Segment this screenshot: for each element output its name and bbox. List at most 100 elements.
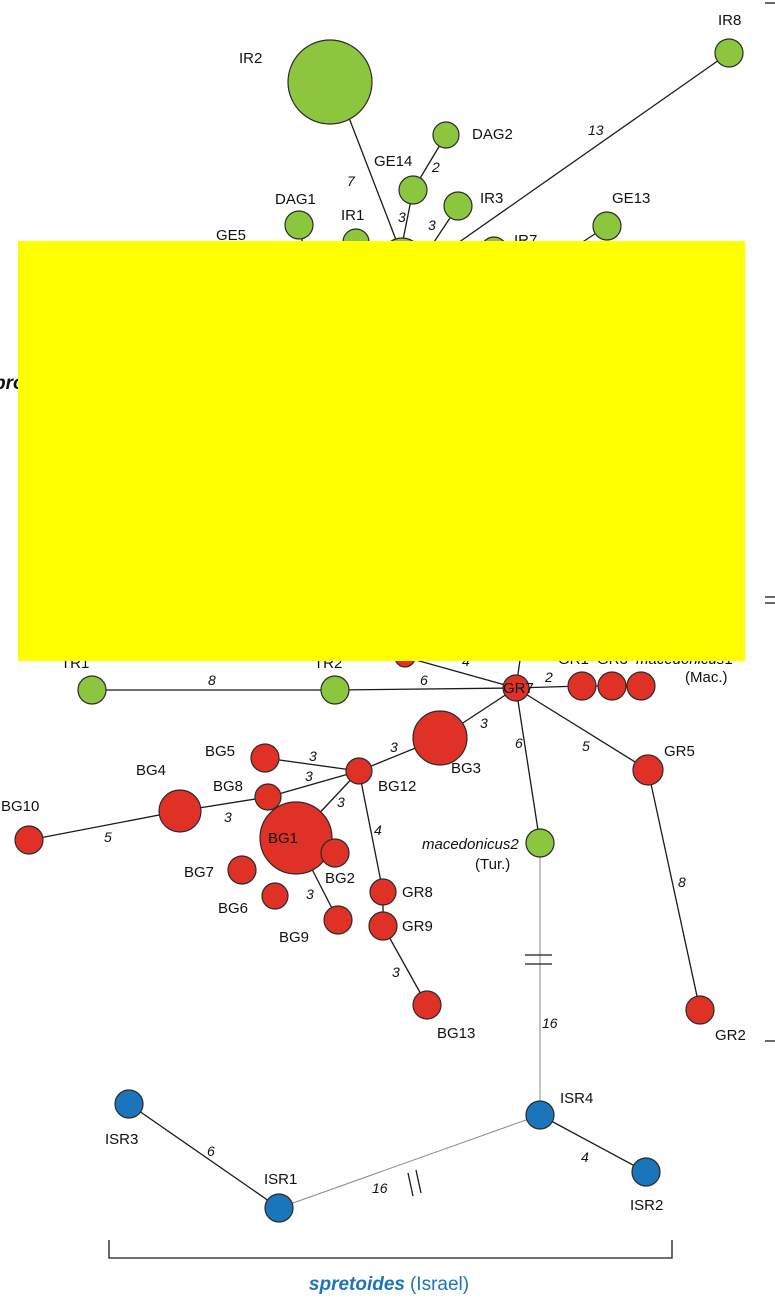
edge-bg12-bg8 (267, 770, 360, 798)
label-isr2: ISR2 (630, 1197, 663, 1214)
node-bg12 (345, 757, 373, 785)
label-macedonicus1-location: (Mac.) (685, 669, 728, 686)
edge-label-gr7-mac2: 6 (515, 735, 523, 751)
label-bg7: BG7 (184, 864, 214, 881)
spretoides-edges (128, 1103, 647, 1209)
break-mark-d (415, 1169, 422, 1194)
node-macedonicus2 (525, 828, 555, 858)
node-gr5 (632, 754, 664, 786)
label-gr8: GR8 (402, 884, 433, 901)
edge-label-gr7-gr5: 5 (582, 738, 590, 754)
edge-label-bg12-bg8: 3 (305, 768, 313, 784)
edge-label-isr3-isr1: 6 (207, 1143, 215, 1159)
node-bg13 (412, 990, 442, 1020)
edge-label-gr7-mac1: 2 (544, 669, 553, 685)
node-gr8 (369, 878, 397, 906)
node-isr3 (114, 1089, 144, 1119)
label-gr2: GR2 (715, 1027, 746, 1044)
node-bg4 (158, 789, 202, 833)
node-gr7 (502, 674, 530, 702)
node-bg7 (227, 855, 257, 885)
node-ge13 (592, 211, 622, 241)
edge-tr2-gr7 (334, 687, 517, 691)
label-ir3: IR3 (480, 190, 503, 207)
node-gr9 (368, 911, 398, 941)
label-macedonicus2-location: (Tur.) (475, 856, 510, 873)
node-bg8 (254, 783, 282, 811)
node-macedonicus1 (626, 671, 656, 701)
edge-label-bg4-bg8: 3 (224, 809, 232, 825)
label-bg13: BG13 (437, 1025, 475, 1042)
edge-bg4-bg10 (28, 810, 181, 841)
edge-label-mac2-isr4: 16 (542, 1015, 558, 1031)
label-bg1: BG1 (268, 830, 298, 847)
edge-label-gr9-bg13: 3 (392, 964, 400, 980)
edge-label-ir8: 13 (588, 122, 604, 138)
edge-label-ir2: 7 (347, 173, 356, 189)
label-ir2: IR2 (239, 50, 262, 67)
node-bg1 (259, 801, 333, 875)
edge-label-bg12-bg1: 3 (337, 794, 345, 810)
node-isr4 (525, 1100, 555, 1130)
node-ir3 (443, 191, 473, 221)
edge-label-isr4-isr2: 4 (581, 1149, 589, 1165)
label-ge13: GE13 (612, 190, 650, 207)
edge-label-gr7-bg3: 3 (480, 715, 488, 731)
node-bg5 (250, 743, 280, 773)
edge-label-bg3-bg12: 3 (390, 739, 398, 755)
edge-label-dag2: 2 (431, 159, 440, 175)
edge-label-gr5-gr2: 8 (678, 874, 686, 890)
node-ge14 (398, 175, 428, 205)
edge-isr1-isr4 (278, 1114, 541, 1209)
edge-gr7-gr5 (515, 687, 649, 771)
spretoides-labels: ISR3 ISR1 ISR4 ISR2 6 16 4 (105, 1090, 663, 1214)
label-ir1: IR1 (341, 207, 364, 224)
label-bg3: BG3 (451, 760, 481, 777)
edge-label-isr1-isr4: 16 (372, 1180, 388, 1196)
edge-bg12-gr8 (358, 770, 384, 893)
label-macedonicus2: macedonicus2 (422, 836, 519, 853)
node-isr2 (631, 1157, 661, 1187)
label-isr4: ISR4 (560, 1090, 593, 1107)
label-dag1: DAG1 (275, 191, 316, 208)
label-bg10: BG10 (1, 798, 39, 815)
node-tr2 (320, 675, 350, 705)
edge-gr7-mac2 (515, 687, 541, 844)
label-isr1: ISR1 (264, 1171, 297, 1188)
node-gr3 (597, 671, 627, 701)
edge-gr5-gr2 (647, 769, 701, 1011)
label-gr9: GR9 (402, 918, 433, 935)
label-ir8: IR8 (718, 12, 741, 29)
species-caption: spretoides (Israel) (309, 1274, 469, 1295)
bottom-network-edges (28, 656, 701, 1115)
break-mark-c (407, 1172, 414, 1197)
label-bg5: BG5 (205, 743, 235, 760)
edge-label-ge14: 3 (398, 209, 406, 225)
label-gr5: GR5 (664, 743, 695, 760)
label-bg2: BG2 (325, 870, 355, 887)
edge-ir8 (454, 52, 730, 246)
edge-isr4-isr2 (539, 1114, 647, 1173)
node-gr2 (685, 995, 715, 1025)
edge-label-bg1-bg9: 3 (306, 886, 314, 902)
node-isr1 (264, 1193, 294, 1223)
edge-label-ir3: 3 (428, 217, 436, 233)
label-ge14: GE14 (374, 153, 412, 170)
edge-gr9-bg13 (382, 925, 428, 1006)
node-bg3 (412, 710, 468, 766)
edge-label-bg12-gr8: 4 (374, 822, 382, 838)
label-ge5: GE5 (216, 227, 246, 244)
label-dag2: DAG2 (472, 126, 513, 143)
spretoides-nodes (114, 1089, 661, 1223)
label-isr3: ISR3 (105, 1131, 138, 1148)
node-dag2 (432, 121, 460, 149)
label-bg6: BG6 (218, 900, 248, 917)
edge-ir2 (345, 109, 399, 246)
node-bg6 (261, 882, 289, 910)
node-tr1 (77, 675, 107, 705)
node-bg2 (320, 838, 350, 868)
bottom-network-nodes (14, 646, 715, 1025)
node-bg10 (14, 825, 44, 855)
top-network-labels: IR2 IR8 DAG2 GE14 IR3 DAG1 IR1 GE13 GE5 … (216, 12, 741, 249)
